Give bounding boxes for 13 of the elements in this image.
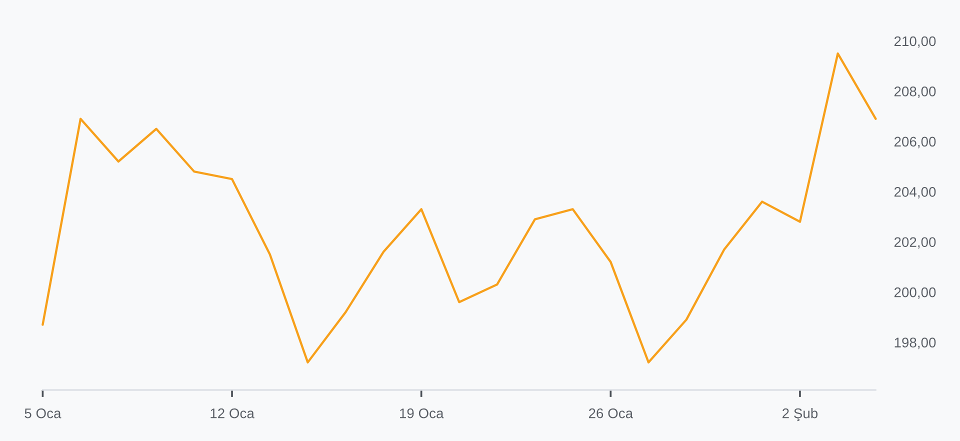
- x-tick-label: 2 Şub: [782, 408, 818, 422]
- y-tick-label: 204,00: [894, 186, 936, 198]
- x-tick-label: 12 Oca: [210, 408, 254, 418]
- y-tick-label: 198,00: [894, 338, 936, 350]
- y-tick-label: 202,00: [894, 237, 936, 249]
- y-tick-label: 200,00: [894, 287, 936, 299]
- line-series: [42, 52, 877, 364]
- x-tick-label: 19 Oca: [400, 408, 444, 418]
- y-tick-label: 206,00: [894, 136, 936, 148]
- x-tick-label: 26 Oca: [588, 408, 634, 418]
- x-tick-label: 5 Oca: [24, 408, 62, 418]
- y-tick-label: 210,00: [894, 36, 936, 48]
- y-tick-label: 208,00: [894, 86, 936, 98]
